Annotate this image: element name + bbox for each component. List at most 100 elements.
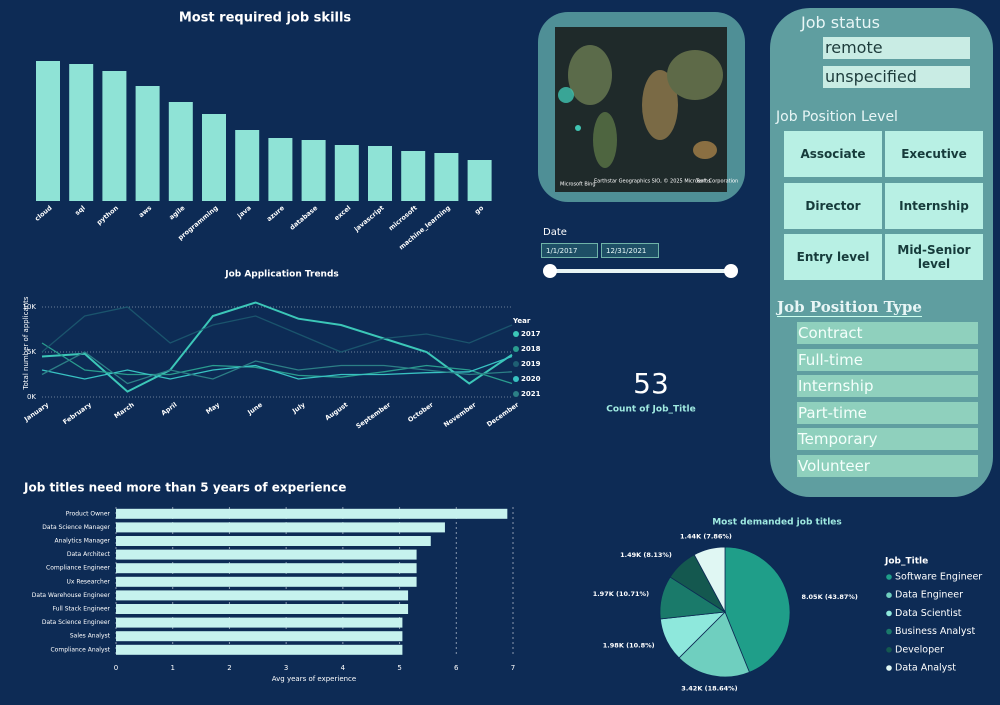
x-tick-label: 7 bbox=[511, 664, 515, 672]
x-tick-label: 0 bbox=[114, 664, 118, 672]
y-tick-label: Data Science Engineer bbox=[42, 619, 111, 626]
slicer-item[interactable]: Internship bbox=[797, 375, 978, 398]
map-land bbox=[693, 141, 717, 159]
bar bbox=[168, 102, 193, 201]
bar bbox=[36, 61, 60, 201]
legend-marker bbox=[886, 592, 892, 598]
y-tick-label: Compliance Engineer bbox=[46, 565, 110, 572]
slicer-button[interactable]: Mid-Senior level bbox=[885, 234, 983, 280]
legend-label: Developer bbox=[895, 644, 944, 655]
slicer-item[interactable]: Contract bbox=[797, 322, 978, 344]
slicer-button[interactable]: Entry level bbox=[784, 234, 882, 280]
x-tick-label: November bbox=[442, 400, 478, 429]
map-logo: Microsoft Bing bbox=[560, 182, 596, 188]
date-end[interactable]: 12/31/2021 bbox=[601, 243, 659, 258]
slicer-item[interactable]: Full-time bbox=[797, 348, 978, 371]
slicer-item[interactable]: remote bbox=[823, 37, 970, 59]
bar bbox=[116, 536, 431, 546]
legend-marker bbox=[513, 391, 519, 397]
date-start[interactable]: 1/1/2017 bbox=[541, 243, 598, 258]
legend-marker bbox=[513, 376, 519, 382]
map-terms[interactable]: Terms bbox=[695, 179, 711, 185]
x-tick-label: December bbox=[485, 400, 521, 428]
x-tick-label: 6 bbox=[454, 664, 459, 672]
bar bbox=[235, 130, 260, 201]
pie-slice bbox=[724, 546, 791, 673]
bar bbox=[401, 151, 426, 201]
x-tick-label: March bbox=[113, 401, 136, 421]
y-tick-label: Compliance Analyst bbox=[50, 646, 110, 653]
bar bbox=[135, 86, 160, 201]
x-tick-label: aws bbox=[137, 204, 153, 219]
slicer-button[interactable]: Associate bbox=[784, 131, 882, 177]
job-status-title: Job status bbox=[801, 13, 880, 32]
legend-marker bbox=[886, 665, 892, 671]
y-tick-label: Product Owner bbox=[66, 510, 111, 517]
x-tick-label: sql bbox=[73, 204, 86, 217]
pie-slice bbox=[693, 546, 726, 613]
data-label: 1.49K (8.13%) bbox=[620, 551, 672, 559]
legend-label: Data Scientist bbox=[895, 608, 962, 619]
x-tick-label: May bbox=[204, 400, 221, 416]
legend-label: Software Engineer bbox=[895, 572, 982, 583]
legend-label: 2019 bbox=[521, 360, 541, 368]
chart-title: Job titles need more than 5 years of exp… bbox=[23, 481, 346, 495]
data-label: 8.05K (43.87%) bbox=[802, 593, 858, 601]
map-attribution: Earthstar Geographics SIO, © 2025 Micros… bbox=[594, 178, 738, 185]
slicer-item[interactable]: unspecified bbox=[823, 65, 970, 88]
data-label: 3.42K (18.64%) bbox=[681, 684, 737, 692]
bar bbox=[116, 590, 409, 601]
legend-marker bbox=[886, 647, 892, 653]
x-tick-label: excel bbox=[333, 204, 353, 222]
legend-label: Data Engineer bbox=[895, 590, 963, 601]
map-land bbox=[667, 50, 723, 100]
x-tick-label: July bbox=[290, 400, 307, 415]
legend-label: Business Analyst bbox=[895, 626, 975, 637]
slicer-button[interactable]: Internship bbox=[885, 182, 983, 229]
x-tick-label: agile bbox=[168, 204, 187, 222]
y-tick-label: Data Architect bbox=[67, 551, 111, 558]
x-tick-label: February bbox=[61, 400, 93, 426]
x-tick-label: June bbox=[245, 400, 264, 417]
map-bubble bbox=[558, 87, 574, 103]
x-tick-label: java bbox=[235, 204, 253, 221]
legend-marker bbox=[886, 628, 892, 635]
bar bbox=[301, 140, 326, 201]
slicer-item[interactable]: Part-time bbox=[797, 401, 978, 424]
filter-panel: Job status Job Position Level Job Positi… bbox=[770, 8, 993, 497]
y-tick-label: 5K bbox=[27, 348, 36, 356]
y-tick-label: Data Warehouse Engineer bbox=[32, 592, 111, 599]
bar bbox=[116, 522, 445, 533]
slicer-item[interactable]: Temporary bbox=[797, 428, 978, 451]
x-tick-label: 3 bbox=[284, 664, 288, 672]
bar bbox=[116, 617, 403, 628]
position-level-title: Job Position Level bbox=[776, 109, 898, 125]
slicer-item[interactable]: Volunteer bbox=[797, 455, 978, 477]
x-axis-label: Avg years of experience bbox=[272, 675, 356, 683]
slicer-button[interactable]: Executive bbox=[885, 131, 983, 177]
bar bbox=[334, 145, 359, 201]
y-tick-label: Analytics Manager bbox=[55, 538, 111, 545]
data-label: 1.98K (10.8%) bbox=[603, 642, 655, 650]
date-handle[interactable] bbox=[724, 264, 738, 278]
y-tick-label: Full Stack Engineer bbox=[53, 606, 111, 613]
date-handle[interactable] bbox=[543, 264, 557, 278]
x-tick-label: microsoft bbox=[387, 204, 419, 232]
x-tick-label: 1 bbox=[170, 664, 174, 672]
slicer-button[interactable]: Director bbox=[784, 182, 882, 229]
bar bbox=[202, 114, 226, 201]
bar bbox=[434, 153, 459, 201]
pie-slice bbox=[678, 611, 750, 678]
y-tick-label: 0K bbox=[27, 393, 36, 401]
line bbox=[41, 351, 513, 385]
x-tick-label: October bbox=[406, 400, 435, 424]
x-tick-label: azure bbox=[265, 204, 286, 224]
map-land bbox=[642, 70, 678, 140]
x-tick-label: 4 bbox=[341, 664, 346, 672]
x-tick-label: database bbox=[288, 204, 320, 232]
line bbox=[41, 301, 513, 393]
legend-marker bbox=[513, 331, 519, 337]
x-tick-label: April bbox=[160, 401, 179, 418]
